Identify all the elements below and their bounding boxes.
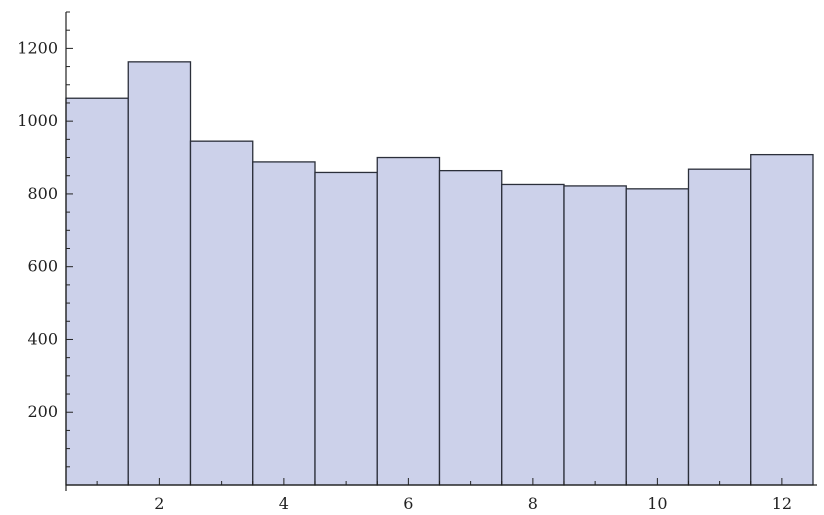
y-tick-label: 600	[27, 257, 58, 276]
histogram-bar	[376, 156, 441, 486]
y-tick-label: 1000	[17, 111, 58, 130]
histogram-bar	[750, 153, 814, 486]
x-tick-label: 2	[154, 494, 164, 513]
y-tick-label: 1200	[17, 38, 58, 57]
histogram-bar	[314, 171, 378, 486]
x-tick-label: 4	[279, 494, 289, 513]
histogram-bar	[625, 188, 690, 486]
histogram-bar	[252, 161, 316, 486]
x-tick-label: 10	[647, 494, 667, 513]
histogram-bar	[438, 169, 503, 486]
histogram-bar	[687, 168, 752, 486]
y-tick-label: 400	[27, 329, 58, 348]
y-tick-label: 800	[27, 184, 58, 203]
histogram-bar	[501, 183, 565, 486]
x-axis-ticks: 2 4 6 8 10 12	[96, 478, 792, 513]
histogram-bar	[189, 140, 254, 486]
x-tick-label: 12	[772, 494, 792, 513]
x-tick-label: 6	[403, 494, 413, 513]
y-axis-ticks: 200 400 600 800 1000 1200	[17, 11, 73, 468]
x-tick-label: 8	[528, 494, 538, 513]
histogram-bar	[563, 185, 627, 486]
y-tick-label: 200	[27, 402, 58, 421]
bars-group	[65, 61, 814, 486]
histogram-bar	[65, 97, 129, 486]
histogram-bar	[127, 61, 192, 486]
